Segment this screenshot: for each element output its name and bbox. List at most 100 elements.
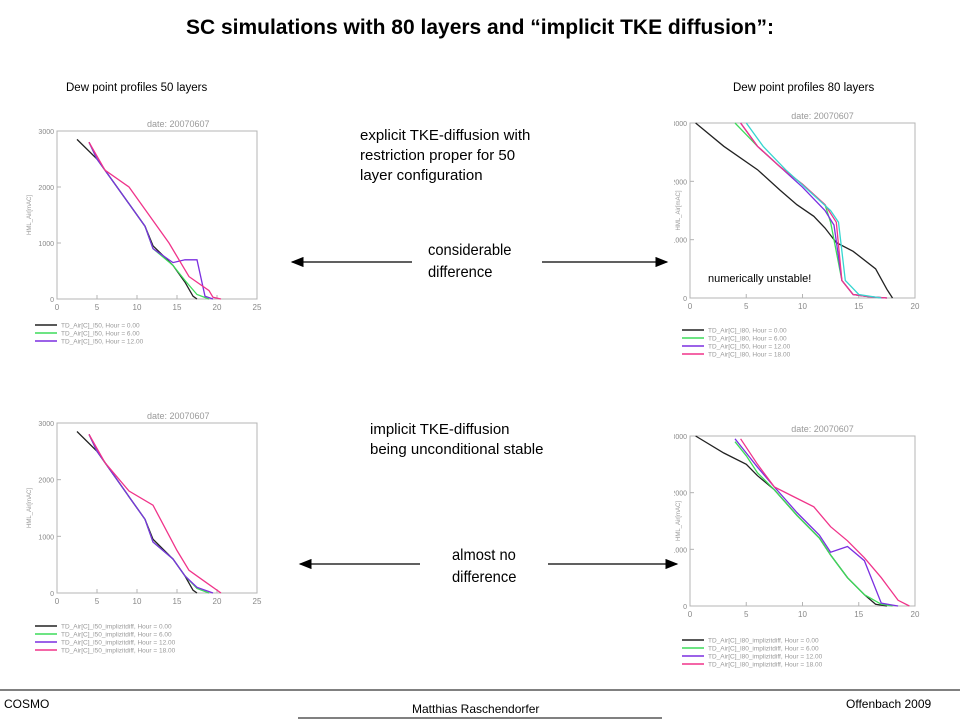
legend-label: TD_Air[C]_l80, Hour = 18.00 [708,352,791,359]
y-tick-label: 3000 [38,129,54,136]
y-tick-label: 2000 [674,491,687,498]
x-tick-label: 25 [253,597,262,606]
x-tick-label: 10 [798,610,807,619]
note-explicit: explicit TKE-diffusion with restriction … [360,126,530,186]
series-line-3 [740,438,910,607]
chart-50-explicit: date: 20070607 0 5 10 15 20 25 0 1000 2000 3000 HML… [27,119,262,346]
y-tick-label: 1000 [674,547,687,554]
series-line-4 [745,122,882,299]
x-tick-label: 5 [744,610,749,619]
chart-title: date: 20070607 [147,411,210,421]
note-implicit-line: implicit TKE-diffusion [370,421,510,438]
series-line-0 [76,138,198,300]
y-axis-label: HML_Air[mAC] [676,190,682,230]
legend-label: TD_Air[C]_l50, Hour = 6.00 [61,331,140,338]
x-tick-label: 10 [133,303,142,312]
arrow-label-line: difference [452,569,517,586]
series-line-3 [88,433,222,594]
y-tick-label: 1000 [38,241,54,248]
x-tick-label: 10 [798,302,807,311]
x-tick-label: 0 [55,597,60,606]
x-tick-label: 15 [173,597,182,606]
x-tick-label: 0 [688,302,693,311]
note-explicit-line: explicit TKE-diffusion with [360,127,531,144]
series-line-2 [734,438,899,607]
series-line-1 [734,122,887,299]
series-line-2 [88,141,214,300]
note-implicit: implicit TKE-diffusion being uncondition… [370,420,543,460]
legend-label: TD_Air[C]_l50_implizitdiff, Hour = 0.00 [61,624,172,631]
y-tick-label: 0 [683,604,687,611]
x-tick-label: 5 [95,303,100,312]
x-tick-label: 25 [253,303,262,312]
x-tick-label: 5 [744,302,749,311]
note-explicit-line: layer configuration [360,167,483,184]
arrow-label-top: considerable difference [428,240,511,284]
series-line-0 [695,122,894,299]
chart-80-explicit: date: 20070607 0 5 10 15 20 0 1000 2000 3000 HML_A… [674,111,920,359]
x-tick-label: 20 [213,597,222,606]
chart-title: date: 20070607 [791,424,854,434]
arrow-label-line: almost no [452,547,516,564]
chart-title: date: 20070607 [791,111,854,121]
footer-left: COSMO [4,697,50,711]
arrow-label-line: considerable [428,242,512,259]
chart-50-implicit: date: 20070607 0 5 10 15 20 25 0 1000 2000 3000 HML… [27,411,262,655]
footer-right: Offenbach 2009 [846,697,932,711]
x-tick-label: 5 [95,597,100,606]
series-line-0 [76,431,198,594]
legend-label: TD_Air[C]_l50, Hour = 0.00 [61,323,140,330]
legend-label: TD_Air[C]_l80, Hour = 0.00 [708,328,787,335]
left-caption: Dew point profiles 50 layers [66,82,208,94]
x-tick-label: 20 [911,610,920,619]
plot-frame [689,122,916,299]
plot-frame [56,130,258,300]
series-line-3 [88,141,222,300]
legend-label: TD_Air[C]_l80, Hour = 6.00 [708,336,787,343]
legend-label: TD_Air[C]_l50_implizitdiff, Hour = 12.00 [61,640,176,647]
x-tick-label: 15 [854,302,863,311]
y-axis-label: HML_Air[mAC] [27,488,33,528]
x-tick-label: 10 [133,597,142,606]
y-axis-label: HML_Air[mAC] [676,501,682,541]
x-tick-label: 20 [213,303,222,312]
page-title: SC simulations with 80 layers and “impli… [185,16,775,39]
right-caption: Dew point profiles 80 layers [733,82,875,94]
x-tick-label: 0 [688,610,693,619]
y-tick-label: 2000 [38,185,54,192]
note-explicit-line: restriction proper for 50 [360,147,516,164]
series-line-1 [88,434,210,594]
x-tick-label: 20 [911,302,920,311]
legend-label: TD_Air[C]_l50, Hour = 12.00 [708,344,791,351]
legend-label: TD_Air[C]_l80_implizitdiff, Hour = 18.00 [708,662,823,669]
legend-label: TD_Air[C]_l80_implizitdiff, Hour = 6.00 [708,646,819,653]
series-line-1 [734,441,893,607]
series-line-0 [695,435,887,607]
series-line-3 [740,122,887,299]
series-line-1 [88,141,210,300]
y-tick-label: 1000 [38,534,54,541]
x-tick-label: 0 [55,303,60,312]
note-implicit-line: being unconditional stable [370,441,544,458]
arrow-label-line: difference [428,264,493,281]
chart-80-implicit: date: 20070607 0 5 10 15 20 0 1000 2000 3000 HML_A… [674,424,920,669]
y-tick-label: 2000 [674,179,687,186]
y-tick-label: 3000 [674,434,687,441]
legend-label: TD_Air[C]_l50_implizitdiff, Hour = 6.00 [61,632,172,639]
x-tick-label: 15 [173,303,182,312]
plot-frame [56,422,258,594]
unstable-label: numerically unstable! [708,273,812,285]
y-tick-label: 3000 [38,421,54,428]
x-tick-label: 15 [854,610,863,619]
series-line-2 [740,122,887,299]
chart-title: date: 20070607 [147,119,210,129]
y-tick-label: 0 [50,591,54,598]
y-tick-label: 0 [683,296,687,303]
y-tick-label: 3000 [674,121,687,128]
y-tick-label: 2000 [38,478,54,485]
y-tick-label: 0 [50,297,54,304]
legend-label: TD_Air[C]_l80_implizitdiff, Hour = 12.00 [708,654,823,661]
legend-label: TD_Air[C]_l80_implizitdiff, Hour = 0.00 [708,638,819,645]
legend-label: TD_Air[C]_l50_implizitdiff, Hour = 18.00 [61,648,176,655]
